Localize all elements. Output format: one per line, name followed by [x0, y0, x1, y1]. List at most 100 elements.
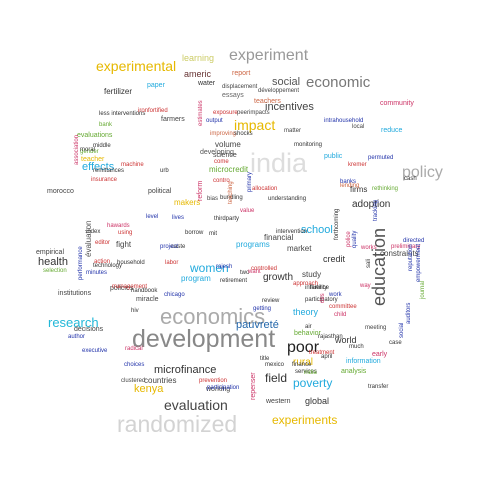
cloud-word: reputation	[408, 244, 414, 271]
cloud-word: reform	[197, 180, 204, 201]
cloud-word: constraints	[380, 249, 419, 258]
cloud-word: displacement	[222, 84, 258, 90]
cloud-word: come	[214, 159, 229, 165]
cloud-word: fight	[116, 240, 132, 249]
cloud-word: minutes	[86, 270, 108, 276]
cloud-word: treatment	[309, 350, 335, 356]
cloud-word: world	[335, 335, 357, 345]
cloud-word: value	[240, 208, 255, 214]
cloud-word: understanding	[268, 196, 307, 202]
cloud-word: reduce	[381, 127, 403, 134]
cloud-word: labor	[165, 260, 179, 266]
cloud-word: farmers	[161, 116, 185, 123]
cloud-word: performance	[78, 246, 84, 280]
cloud-word: way	[360, 283, 371, 289]
cloud-word: using	[118, 230, 133, 236]
cloud-word: working	[206, 386, 231, 393]
cloud-word: field	[265, 371, 288, 385]
cloud-word: political	[148, 188, 172, 195]
cloud-word: index	[86, 229, 101, 235]
cloud-word: works	[361, 245, 377, 251]
cloud-word: directed	[403, 238, 425, 244]
cloud-word: school	[301, 224, 333, 236]
cloud-word: social	[399, 322, 405, 338]
cloud-word: auditors	[406, 302, 412, 324]
cloud-word: exposure	[213, 110, 238, 116]
cloud-word: tracking	[373, 199, 379, 221]
cloud-word: title	[260, 356, 270, 362]
cloud-word: rajasthan	[318, 334, 343, 340]
cloud-word: insurance	[91, 177, 118, 183]
cloud-word: police	[346, 231, 352, 247]
cloud-word: paper	[147, 82, 165, 89]
cloud-word: developing	[200, 149, 234, 156]
cloud-word: experiment	[229, 47, 309, 64]
cloud-word: poor	[287, 339, 320, 356]
cloud-word: pauvreté	[236, 319, 279, 331]
cloud-word: editor	[95, 240, 111, 246]
cloud-word: output	[206, 118, 223, 124]
cloud-word: approach	[293, 281, 319, 287]
cloud-word: selection	[43, 268, 67, 274]
cloud-word: evaluation	[164, 397, 228, 413]
cloud-word: moral	[80, 147, 96, 153]
cloud-word: bundling	[220, 195, 243, 201]
cloud-word: teacher	[81, 156, 105, 163]
cloud-word: adoption	[352, 199, 391, 210]
cloud-word: report	[232, 70, 251, 77]
cloud-word: microfinance	[154, 364, 217, 376]
cloud-word: india	[250, 148, 308, 178]
cloud-word: programs	[236, 240, 270, 249]
cloud-word: repenser	[250, 372, 257, 400]
cloud-word: clustered	[121, 378, 146, 384]
cloud-word: child	[334, 312, 347, 318]
cloud-word: growth	[263, 272, 294, 283]
cloud-word: évaluation	[84, 220, 93, 257]
cloud-word: ironfortified	[138, 108, 168, 114]
cloud-word: global	[305, 396, 330, 406]
cloud-word: market	[287, 244, 312, 253]
cloud-word: contro	[213, 178, 230, 184]
cloud-word: borrow	[185, 230, 204, 236]
cloud-word: rural	[293, 357, 314, 368]
cloud-word: caste	[171, 244, 186, 250]
cloud-word: incentives	[265, 101, 314, 113]
cloud-word: rethinking	[372, 186, 399, 192]
cloud-word: decisions	[74, 326, 104, 333]
cloud-word: makers	[174, 198, 201, 207]
cloud-word: policy	[402, 164, 443, 181]
cloud-word: estimates	[198, 100, 204, 126]
cloud-word: handbook	[131, 288, 158, 294]
cloud-word: effects	[82, 161, 115, 173]
cloud-word: machine	[121, 162, 144, 168]
cloud-word: cash	[404, 176, 417, 182]
cloud-word: prevention	[199, 378, 228, 384]
cloud-word: two	[240, 270, 250, 276]
cloud-word: primary	[247, 171, 253, 192]
cloud-word: teaching	[228, 181, 234, 204]
cloud-word: study	[302, 270, 322, 279]
cloud-word: preliminary	[391, 244, 421, 250]
cloud-word: getting	[253, 306, 272, 312]
cloud-word: empirical	[36, 249, 65, 256]
cloud-word: participatory	[305, 297, 338, 303]
cloud-word: firms	[350, 185, 368, 194]
cloud-word: financial	[264, 233, 294, 242]
cloud-word: western	[266, 398, 291, 405]
cloud-word: permuted	[368, 155, 394, 161]
cloud-word: health	[38, 256, 68, 268]
cloud-word: review	[262, 298, 280, 304]
cloud-word: community	[380, 100, 414, 107]
cloud-word: controlled	[251, 266, 278, 272]
cloud-word: experimental	[96, 58, 177, 74]
cloud-word: banks	[340, 179, 357, 185]
cloud-word: policies	[110, 285, 134, 292]
cloud-word: much	[349, 344, 364, 350]
cloud-word: improving	[210, 131, 237, 137]
cloud-word: development	[132, 325, 276, 353]
cloud-word: theory	[293, 307, 319, 317]
cloud-word: hiv	[131, 308, 139, 314]
cloud-word: matter	[284, 128, 302, 134]
cloud-word: early	[372, 351, 388, 358]
